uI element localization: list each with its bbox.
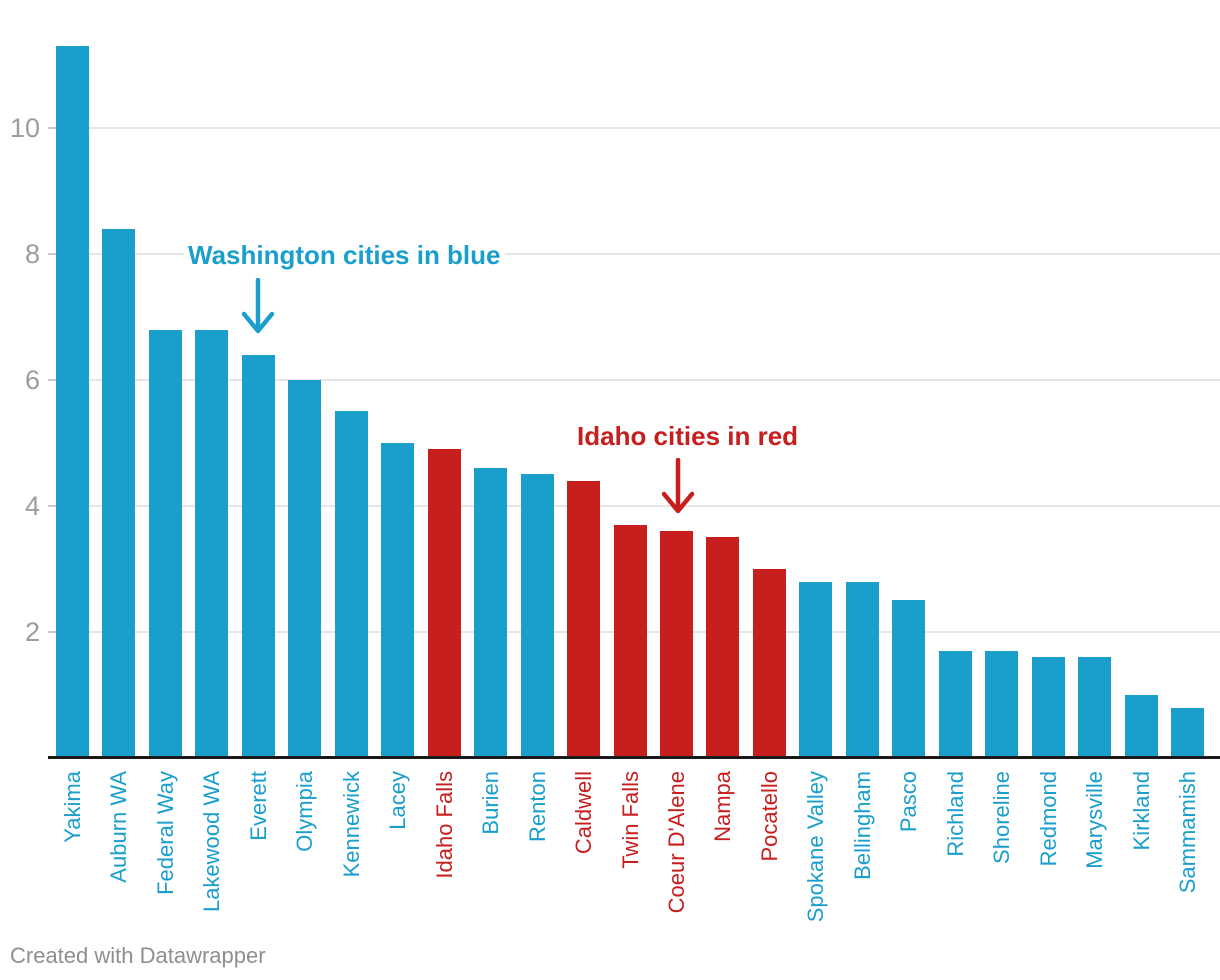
x-label-burien: Burien [478,771,503,835]
x-axis-line [48,756,1220,759]
bar-yakima[interactable] [56,46,89,758]
bar-spokane-valley[interactable] [799,582,832,758]
y-gridline [48,379,1220,381]
x-label-federal-way: Federal Way [153,771,178,895]
y-tick-mark [48,127,62,129]
bar-caldwell[interactable] [567,481,600,758]
x-label-coeur-d-alene: Coeur D'Alene [664,771,689,914]
x-label-sammamish: Sammamish [1175,771,1200,894]
down-arrow-icon [241,278,275,334]
x-label-twin-falls: Twin Falls [618,771,643,869]
x-label-bellingham: Bellingham [850,771,875,880]
x-label-auburn-wa: Auburn WA [106,771,131,883]
datawrapper-attribution-link[interactable]: Created with Datawrapper [10,943,266,968]
bar-auburn-wa[interactable] [102,229,135,758]
x-label-pasco: Pasco [896,771,921,833]
y-tick-label: 4 [24,491,40,521]
x-label-caldwell: Caldwell [571,771,596,855]
y-tick-mark [48,379,62,381]
y-gridline [48,127,1220,129]
bar-federal-way[interactable] [149,330,182,758]
x-label-kirkland: Kirkland [1129,771,1154,851]
x-label-marysville: Marysville [1082,771,1107,869]
y-tick-label: 8 [24,239,40,269]
bar-lacey[interactable] [381,443,414,758]
x-label-yakima: Yakima [60,771,85,843]
bar-nampa[interactable] [706,537,739,758]
bar-burien[interactable] [474,468,507,758]
bar-kennewick[interactable] [335,411,368,758]
bar-idaho-falls[interactable] [428,449,461,758]
bar-bellingham[interactable] [846,582,879,758]
x-label-everett: Everett [246,771,271,841]
x-label-olympia: Olympia [292,771,317,852]
bar-kirkland[interactable] [1125,695,1158,758]
bar-everett[interactable] [242,355,275,758]
x-label-shoreline: Shoreline [989,771,1014,864]
bar-lakewood-wa[interactable] [195,330,228,758]
bar-pasco[interactable] [892,600,925,758]
bar-marysville[interactable] [1078,657,1111,758]
x-label-lacey: Lacey [385,771,410,830]
x-label-kennewick: Kennewick [339,771,364,878]
bar-renton[interactable] [521,474,554,758]
x-label-spokane-valley: Spokane Valley [803,771,828,923]
y-tick-mark [48,505,62,507]
bar-olympia[interactable] [288,380,321,758]
down-arrow-icon [661,458,695,514]
x-label-pocatello: Pocatello [757,771,782,862]
y-tick-label: 2 [24,617,40,647]
x-label-richland: Richland [943,771,968,857]
y-tick-mark [48,631,62,633]
bar-twin-falls[interactable] [614,525,647,758]
x-label-idaho-falls: Idaho Falls [432,771,457,879]
bar-sammamish[interactable] [1171,708,1204,758]
bar-pocatello[interactable] [753,569,786,758]
y-tick-label: 6 [24,365,40,395]
x-label-lakewood-wa: Lakewood WA [199,771,224,913]
bar-shoreline[interactable] [985,651,1018,758]
y-gridline [48,505,1220,507]
annotation-washington-label: Washington cities in blue [184,240,505,271]
y-tick-mark [48,253,62,255]
bar-coeur-d-alene[interactable] [660,531,693,758]
y-tick-label: 10 [9,113,40,143]
x-label-redmond: Redmond [1036,771,1061,867]
annotation-idaho-label: Idaho cities in red [573,421,803,452]
bar-richland[interactable] [939,651,972,758]
x-label-renton: Renton [525,771,550,842]
bar-redmond[interactable] [1032,657,1065,758]
y-gridline [48,253,1220,255]
x-label-nampa: Nampa [710,771,735,842]
